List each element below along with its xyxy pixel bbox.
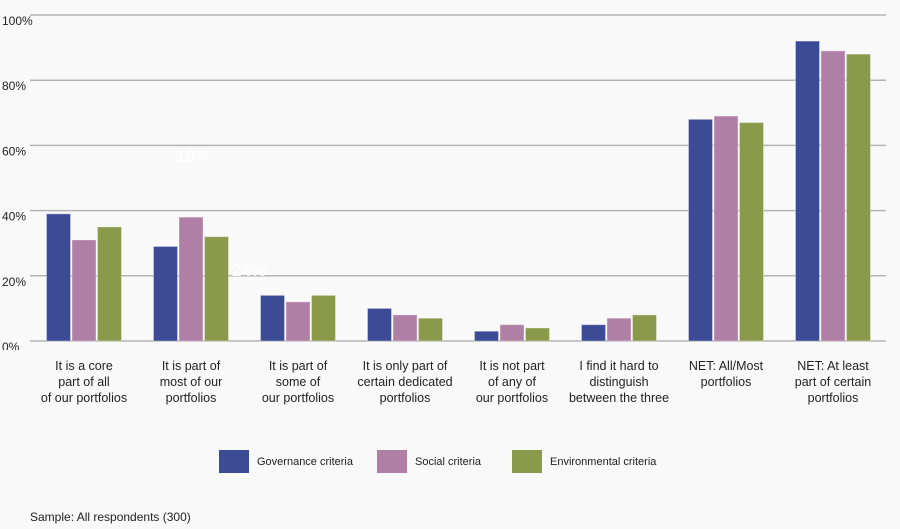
legend-item-governance: Governance criteria	[219, 450, 377, 473]
bar-social-criteria-6	[606, 317, 632, 342]
bar-environmental-criteria-7	[739, 122, 764, 342]
x-tick-label: NET: All/Most portfolios	[688, 359, 764, 389]
legend-swatch-environmental	[512, 450, 542, 473]
annotation-ghost-1: 19%	[176, 147, 210, 166]
bar-environmental-criteria-3	[311, 294, 336, 342]
annotation-ghost-2: 24%	[232, 261, 266, 280]
y-tick-label: 60%	[2, 144, 26, 158]
legend-label-environmental: Environmental criteria	[550, 455, 657, 468]
bar-environmental-criteria-6	[632, 314, 657, 342]
bar-social-criteria-5	[499, 324, 525, 342]
bar-environmental-criteria-2	[204, 236, 229, 342]
legend-swatch-governance	[219, 450, 249, 473]
bar-social-criteria-1	[71, 239, 97, 342]
bar-environmental-criteria-8	[846, 53, 871, 342]
bar-environmental-criteria-5	[525, 327, 550, 342]
legend-label-social: Social criteria	[415, 455, 482, 468]
bar-social-criteria-4	[392, 314, 418, 342]
bar-chart: 0% 20% 40% 60% 80% 100% 19% 24%	[2, 14, 886, 350]
legend-swatch-social	[377, 450, 407, 473]
x-tick-label: It is part of most of our portfolios	[159, 359, 223, 405]
legend-item-social: Social criteria	[377, 450, 512, 473]
legend: Governance criteria Social criteria Envi…	[219, 450, 656, 473]
y-tick-label: 40%	[2, 210, 26, 224]
bar-governance-criteria-3	[260, 294, 285, 342]
bar-governance-criteria-6	[581, 324, 606, 342]
x-tick-label: It is only part of certain dedicated por…	[357, 359, 453, 405]
y-axis-ticks: 0% 20% 40% 60% 80% 100%	[2, 14, 33, 350]
bar-environmental-criteria-4	[418, 317, 443, 342]
legend-label-governance: Governance criteria	[257, 455, 353, 468]
bar-governance-criteria-8	[795, 40, 820, 342]
sample-note: Sample: All respondents (300)	[30, 510, 191, 524]
bar-social-criteria-7	[713, 115, 739, 342]
x-tick-label: NET: At least part of certain portfolios	[794, 359, 872, 405]
bar-social-criteria-8	[820, 50, 846, 342]
bars	[46, 40, 871, 342]
bar-governance-criteria-5	[474, 330, 499, 342]
x-tick-label: It is a core part of all of our portfoli…	[40, 359, 128, 405]
bar-environmental-criteria-1	[97, 226, 122, 342]
x-tick-label: It is part of some of our portfolios	[261, 359, 335, 405]
y-tick-label: 20%	[2, 275, 26, 289]
bar-governance-criteria-2	[153, 245, 178, 342]
y-tick-label: 100%	[2, 14, 33, 28]
y-tick-label: 0%	[2, 340, 20, 350]
bar-governance-criteria-7	[688, 118, 713, 342]
bar-governance-criteria-4	[367, 307, 392, 342]
bar-social-criteria-3	[285, 301, 311, 342]
x-tick-label: I find it hard to distinguish between th…	[568, 359, 670, 405]
bar-governance-criteria-1	[46, 213, 71, 342]
y-tick-label: 80%	[2, 79, 26, 93]
bar-social-criteria-2	[178, 216, 204, 342]
x-tick-label: It is not part of any of our portfolios	[475, 359, 549, 405]
legend-item-environmental: Environmental criteria	[512, 450, 656, 473]
